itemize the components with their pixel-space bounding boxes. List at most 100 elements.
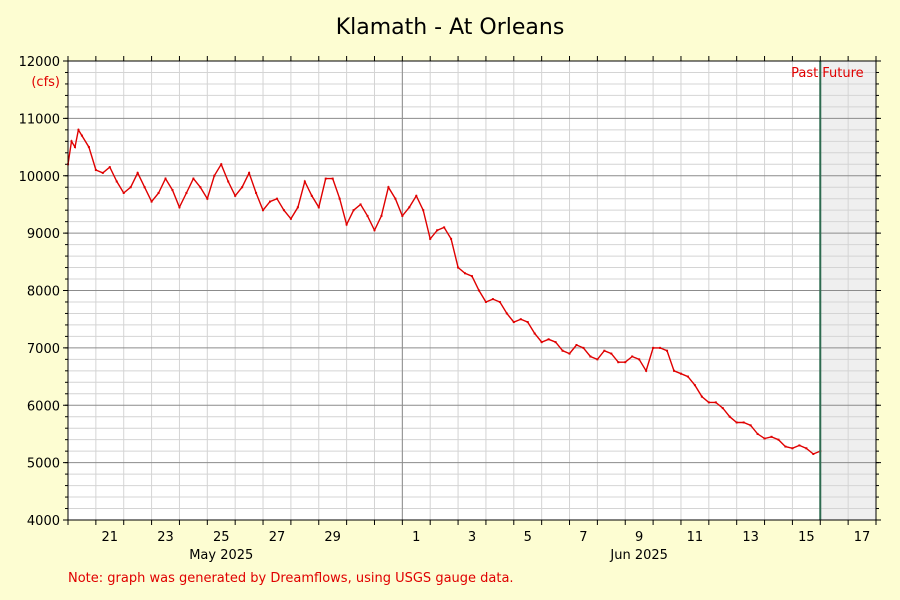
data-point [408, 206, 411, 209]
data-point [338, 197, 341, 200]
data-point [484, 300, 487, 303]
data-point [721, 407, 724, 410]
x-tick-label: 27 [269, 530, 286, 545]
data-point [70, 140, 73, 143]
data-point [610, 352, 613, 355]
y-tick-label: 4000 [27, 514, 60, 529]
data-point [652, 346, 655, 349]
flow-series-points [67, 128, 822, 456]
data-point [631, 355, 634, 358]
data-point [686, 375, 689, 378]
data-point [540, 341, 543, 344]
x-tick-label: 1 [412, 530, 420, 545]
data-point [457, 266, 460, 269]
data-point [262, 209, 265, 212]
data-point [324, 177, 327, 180]
data-point [157, 191, 160, 194]
data-point [582, 346, 585, 349]
data-point [624, 361, 627, 364]
data-point [777, 438, 780, 441]
plot-border [67, 60, 877, 521]
data-point [519, 318, 522, 321]
footnote: Note: graph was generated by Dreamflows,… [68, 571, 514, 586]
data-point [345, 223, 348, 226]
data-point [589, 355, 592, 358]
y-tick-label: 7000 [27, 342, 60, 357]
x-tick-label: 25 [213, 530, 230, 545]
x-tick-label: 7 [579, 530, 587, 545]
data-point [784, 445, 787, 448]
data-point [429, 237, 432, 240]
data-point [443, 226, 446, 229]
data-point [547, 338, 550, 341]
data-point [394, 197, 397, 200]
data-point [206, 197, 209, 200]
x-tick-label: 21 [102, 530, 119, 545]
data-point [269, 200, 271, 203]
data-point [122, 191, 125, 194]
data-point [366, 214, 369, 217]
data-point [401, 214, 404, 217]
data-point [199, 186, 202, 189]
data-point [415, 194, 418, 197]
data-point [505, 312, 508, 315]
data-point [136, 171, 139, 174]
x-tick-label: 11 [687, 530, 704, 545]
data-point [666, 349, 669, 352]
data-point [241, 186, 244, 189]
y-tick-label: 9000 [27, 227, 60, 242]
y-tick-label: 6000 [27, 399, 60, 414]
data-point [812, 453, 815, 456]
data-point [164, 177, 167, 180]
x-tick-label: 5 [524, 530, 532, 545]
data-point [310, 194, 313, 197]
data-point [289, 217, 292, 220]
data-point [679, 372, 682, 375]
data-point [359, 203, 362, 206]
data-point [296, 206, 299, 209]
data-point [317, 206, 320, 209]
grid [67, 60, 877, 521]
data-point [673, 369, 675, 372]
data-point [101, 171, 104, 174]
x-tick-label: 17 [854, 530, 871, 545]
month-label: May 2025 [189, 548, 253, 563]
data-point [234, 194, 237, 197]
data-point [220, 163, 223, 166]
data-point [373, 229, 376, 232]
data-point [568, 352, 571, 355]
data-point [526, 321, 529, 324]
y-tick-label: 5000 [27, 457, 60, 472]
data-point [693, 384, 696, 387]
data-point [282, 209, 285, 212]
data-point [749, 424, 752, 427]
data-point [707, 401, 710, 404]
data-point [464, 272, 467, 275]
data-point [80, 134, 83, 137]
data-point [73, 146, 76, 149]
y-tick-label: 11000 [19, 112, 60, 127]
data-point [129, 186, 132, 189]
data-point [303, 180, 306, 183]
data-point [352, 209, 355, 212]
data-point [763, 437, 766, 440]
data-point [331, 177, 334, 180]
data-point [603, 349, 606, 352]
data-point [471, 275, 473, 278]
y-tick-label: 12000 [19, 55, 60, 70]
data-point [638, 358, 641, 361]
data-point [422, 209, 425, 212]
x-tick-label: 15 [798, 530, 815, 545]
x-tick-label: 3 [468, 530, 476, 545]
data-point [143, 186, 146, 189]
data-point [178, 206, 181, 209]
month-label: Jun 2025 [609, 548, 668, 563]
data-point [477, 289, 480, 292]
data-point [380, 214, 383, 217]
data-point [248, 171, 251, 174]
data-point [227, 180, 230, 183]
data-point [596, 358, 599, 361]
x-tick-label: 13 [742, 530, 759, 545]
